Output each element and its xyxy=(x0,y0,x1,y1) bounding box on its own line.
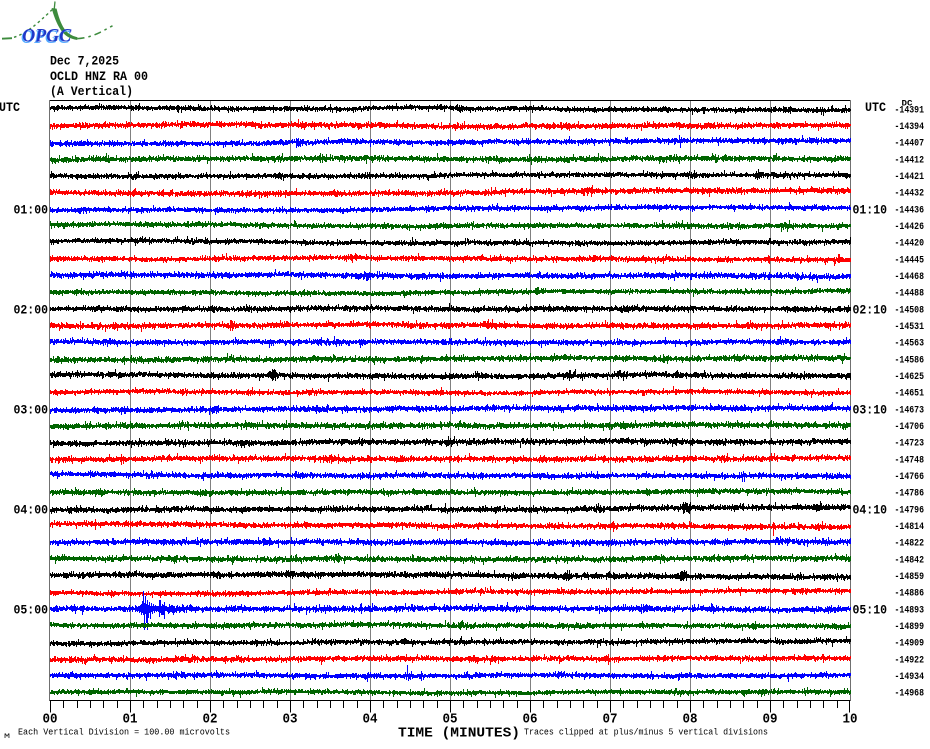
svg-text:-14822: -14822 xyxy=(895,539,925,550)
svg-text:04:10: 04:10 xyxy=(853,502,888,517)
svg-text:-14625: -14625 xyxy=(895,372,925,383)
svg-text:Each Vertical Division = 100.: Each Vertical Division = 100.00 microvol… xyxy=(18,727,230,738)
svg-text:-14651: -14651 xyxy=(895,389,925,400)
svg-text:-14673: -14673 xyxy=(895,405,925,416)
svg-text:-14563: -14563 xyxy=(895,339,925,350)
svg-text:OPGC: OPGC xyxy=(21,27,70,48)
svg-text:-14412: -14412 xyxy=(895,155,925,166)
svg-text:-14508: -14508 xyxy=(895,305,925,316)
svg-text:01:10: 01:10 xyxy=(853,202,888,217)
svg-text:M: M xyxy=(4,733,10,740)
svg-text:-14922: -14922 xyxy=(895,655,925,666)
svg-text:-14842: -14842 xyxy=(895,555,925,566)
svg-text:02:10: 02:10 xyxy=(853,302,888,317)
svg-text:-14394: -14394 xyxy=(895,122,925,133)
svg-text:-14909: -14909 xyxy=(895,639,925,650)
svg-text:UTC: UTC xyxy=(0,100,20,115)
svg-text:03:10: 03:10 xyxy=(853,402,888,417)
svg-text:OPGC: OPGC xyxy=(22,26,71,47)
svg-text:OCLD HNZ RA 00: OCLD HNZ RA 00 xyxy=(50,69,148,84)
svg-text:03:00: 03:00 xyxy=(14,402,49,417)
svg-text:10: 10 xyxy=(843,713,858,728)
svg-text:-14859: -14859 xyxy=(895,572,925,583)
svg-text:07: 07 xyxy=(603,713,618,728)
svg-text:UTC: UTC xyxy=(865,100,886,115)
svg-text:-14723: -14723 xyxy=(895,439,925,450)
svg-text:02: 02 xyxy=(203,713,218,728)
svg-text:-14407: -14407 xyxy=(895,139,925,150)
svg-text:Dec 7,2025: Dec 7,2025 xyxy=(50,54,119,69)
svg-text:TIME (MINUTES): TIME (MINUTES) xyxy=(398,726,520,742)
svg-text:-14814: -14814 xyxy=(895,522,925,533)
svg-text:-14766: -14766 xyxy=(895,472,925,483)
svg-text:-14488: -14488 xyxy=(895,289,925,300)
svg-text:-14445: -14445 xyxy=(895,255,925,266)
svg-text:05:00: 05:00 xyxy=(14,602,49,617)
svg-text:00: 00 xyxy=(43,713,58,728)
svg-text:04: 04 xyxy=(363,713,378,728)
svg-text:DC: DC xyxy=(902,99,913,109)
svg-text:-14468: -14468 xyxy=(895,272,925,283)
svg-text:04:00: 04:00 xyxy=(14,502,49,517)
svg-text:-14899: -14899 xyxy=(895,622,925,633)
svg-text:-14531: -14531 xyxy=(895,322,925,333)
svg-text:-14796: -14796 xyxy=(895,505,925,516)
svg-text:-14786: -14786 xyxy=(895,489,925,500)
svg-text:-14426: -14426 xyxy=(895,222,925,233)
svg-text:08: 08 xyxy=(683,713,698,728)
svg-text:-14748: -14748 xyxy=(895,455,925,466)
svg-text:Traces clipped at plus/minus 5: Traces clipped at plus/minus 5 vertical … xyxy=(524,727,768,738)
svg-text:03: 03 xyxy=(283,713,298,728)
svg-text:(A Vertical): (A Vertical) xyxy=(50,84,133,99)
svg-text:-14420: -14420 xyxy=(895,239,925,250)
svg-text:01:00: 01:00 xyxy=(14,202,49,217)
svg-text:05: 05 xyxy=(443,713,458,728)
svg-text:-14934: -14934 xyxy=(895,672,925,683)
svg-text:01: 01 xyxy=(123,713,138,728)
svg-text:-14886: -14886 xyxy=(895,589,925,600)
svg-text:-14436: -14436 xyxy=(895,205,925,216)
svg-text:-14391: -14391 xyxy=(895,105,925,116)
svg-text:-14432: -14432 xyxy=(895,189,925,200)
svg-text:05:10: 05:10 xyxy=(853,602,888,617)
svg-text:-14706: -14706 xyxy=(895,422,925,433)
svg-text:-14421: -14421 xyxy=(895,172,925,183)
svg-text:-14968: -14968 xyxy=(895,689,925,700)
svg-text:-14893: -14893 xyxy=(895,605,925,616)
svg-text:-14586: -14586 xyxy=(895,355,925,366)
svg-text:09: 09 xyxy=(763,713,778,728)
svg-text:02:00: 02:00 xyxy=(14,302,49,317)
svg-text:06: 06 xyxy=(523,713,538,728)
